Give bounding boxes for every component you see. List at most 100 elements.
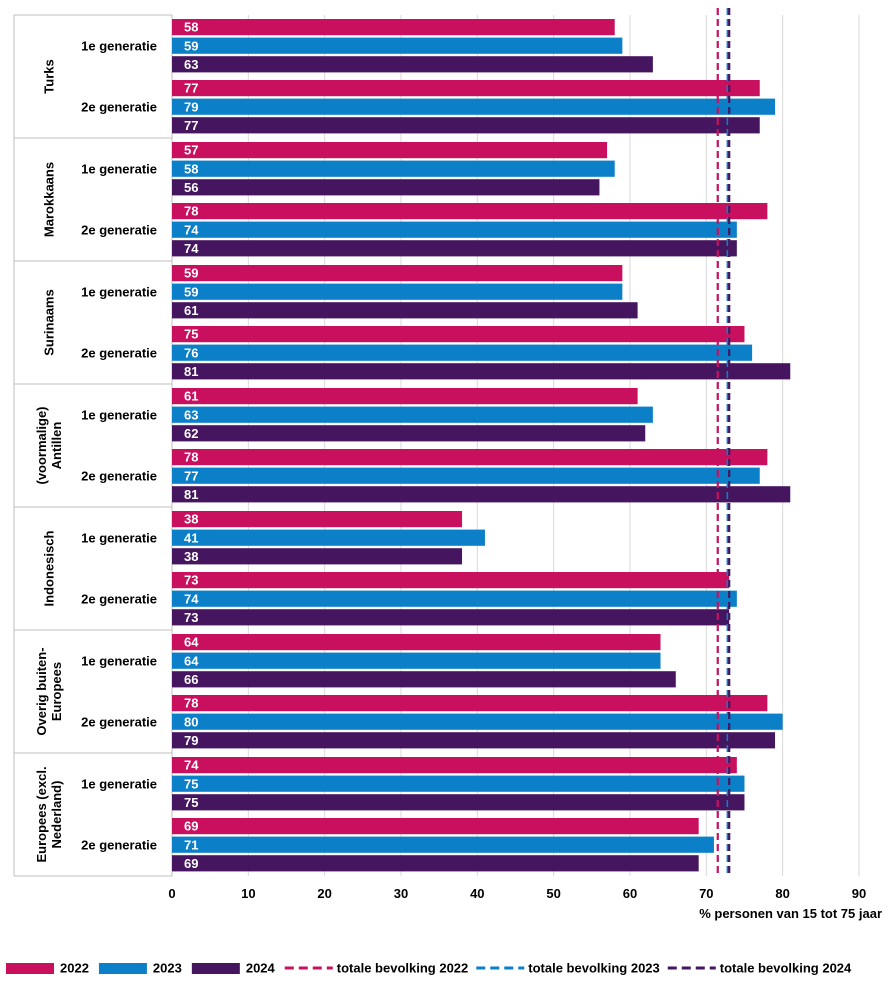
bar-value-label: 74 xyxy=(184,222,199,237)
bar-2023 xyxy=(172,836,714,853)
bar-2022 xyxy=(172,757,737,774)
bar-2023 xyxy=(172,713,783,730)
bar-value-label: 59 xyxy=(184,266,198,281)
group-label: Surinaams xyxy=(42,289,57,355)
bar-2024 xyxy=(172,671,676,688)
bar-value-label: 73 xyxy=(184,610,198,625)
bar-2023 xyxy=(172,529,485,546)
bar-value-label: 74 xyxy=(184,758,199,773)
bar-value-label: 64 xyxy=(184,635,199,650)
x-tick-label: 50 xyxy=(546,886,560,901)
subgroup-label: 2e generatie xyxy=(81,837,157,852)
bar-2024 xyxy=(172,117,760,134)
subgroup-label: 2e generatie xyxy=(81,468,157,483)
bar-2022 xyxy=(172,80,760,97)
bar-2022 xyxy=(172,388,638,405)
legend-label: totale bevolking 2024 xyxy=(720,961,852,976)
bar-value-label: 74 xyxy=(184,241,199,256)
bar-2023 xyxy=(172,406,653,423)
bar-2022 xyxy=(172,449,768,466)
bar-2022 xyxy=(172,19,615,36)
bar-2022 xyxy=(172,326,745,343)
bar-value-label: 77 xyxy=(184,81,198,96)
subgroup-label: 1e generatie xyxy=(81,407,157,422)
bar-value-label: 41 xyxy=(184,530,198,545)
group-label: Indonesisch xyxy=(42,531,57,607)
bar-2024 xyxy=(172,486,791,503)
bar-2022 xyxy=(172,695,768,712)
group-label: Nederland) xyxy=(49,781,64,849)
legend-swatch xyxy=(6,963,54,974)
bar-2024 xyxy=(172,609,730,626)
bar-2024 xyxy=(172,302,638,319)
legend-label: totale bevolking 2022 xyxy=(337,961,469,976)
bar-value-label: 81 xyxy=(184,364,198,379)
bar-2023 xyxy=(172,160,615,177)
bar-value-label: 79 xyxy=(184,733,198,748)
bar-value-label: 76 xyxy=(184,345,198,360)
bar-value-label: 75 xyxy=(184,327,198,342)
bar-value-label: 71 xyxy=(184,837,198,852)
bar-value-label: 79 xyxy=(184,99,198,114)
bar-value-label: 61 xyxy=(184,389,198,404)
legend: 2022 2023 2024 totale bevolking 2022 totale … xyxy=(6,961,852,976)
bar-2023 xyxy=(172,37,623,54)
gridlines xyxy=(247,15,860,876)
bar-2022 xyxy=(172,572,730,589)
subgroup-label: 2e generatie xyxy=(81,222,157,237)
bar-2023 xyxy=(172,221,737,238)
bar-2024 xyxy=(172,363,791,380)
bar-value-label: 78 xyxy=(184,204,198,219)
x-tick-label: 60 xyxy=(623,886,637,901)
bar-value-label: 59 xyxy=(184,38,198,53)
subgroup-label: 2e generatie xyxy=(81,99,157,114)
group-label: Overig buiten- xyxy=(34,647,49,735)
subgroup-label: 1e generatie xyxy=(81,284,157,299)
x-tick-label: 30 xyxy=(394,886,408,901)
bar-2024 xyxy=(172,240,737,257)
bar-2022 xyxy=(172,634,661,651)
x-tick-label: 40 xyxy=(470,886,484,901)
bar-2024 xyxy=(172,548,463,565)
bar-value-label: 61 xyxy=(184,303,198,318)
bar-2023 xyxy=(172,775,745,792)
bar-value-label: 77 xyxy=(184,118,198,133)
x-axis-ticks: 0 10 20 30 40 50 60 70 80 90 xyxy=(168,886,866,901)
bar-value-label: 69 xyxy=(184,819,198,834)
bar-2023 xyxy=(172,590,737,607)
bar-value-label: 78 xyxy=(184,696,198,711)
legend-swatch xyxy=(191,963,240,974)
subgroup-label: 2e generatie xyxy=(81,714,157,729)
group-label: Turks xyxy=(42,59,57,93)
bar-value-label: 64 xyxy=(184,653,199,668)
subgroup-label: 1e generatie xyxy=(81,530,157,545)
subgroup-label: 2e generatie xyxy=(81,591,157,606)
x-tick-label: 20 xyxy=(317,886,331,901)
group-label: Europees xyxy=(49,662,64,721)
bar-2022 xyxy=(172,818,699,835)
bar-2023 xyxy=(172,652,661,669)
bar-2024 xyxy=(172,732,776,749)
bar-value-label: 63 xyxy=(184,57,198,72)
x-axis-label: % personen van 15 tot 75 jaar xyxy=(699,906,882,921)
legend-swatch xyxy=(98,963,147,974)
subgroup-label: 1e generatie xyxy=(81,38,157,53)
bar-2024 xyxy=(172,425,646,442)
bar-value-label: 75 xyxy=(184,795,198,810)
bar-value-label: 81 xyxy=(184,487,198,502)
x-tick-label: 70 xyxy=(699,886,713,901)
group-label: Marokkaans xyxy=(42,162,57,237)
bar-value-label: 80 xyxy=(184,714,198,729)
legend-label: 2022 xyxy=(60,961,89,976)
bar-value-label: 58 xyxy=(184,161,198,176)
category-labels: 1e generatie 2e generatie Turks 1e generati… xyxy=(34,38,157,862)
legend-label: 2024 xyxy=(246,961,276,976)
x-tick-label: 0 xyxy=(168,886,175,901)
bar-value-label: 69 xyxy=(184,856,198,871)
bar-2022 xyxy=(172,142,608,159)
reference-lines xyxy=(716,8,731,876)
legend-label: 2023 xyxy=(153,961,182,976)
bar-value-label: 38 xyxy=(184,512,198,527)
bar-value-label: 62 xyxy=(184,426,198,441)
